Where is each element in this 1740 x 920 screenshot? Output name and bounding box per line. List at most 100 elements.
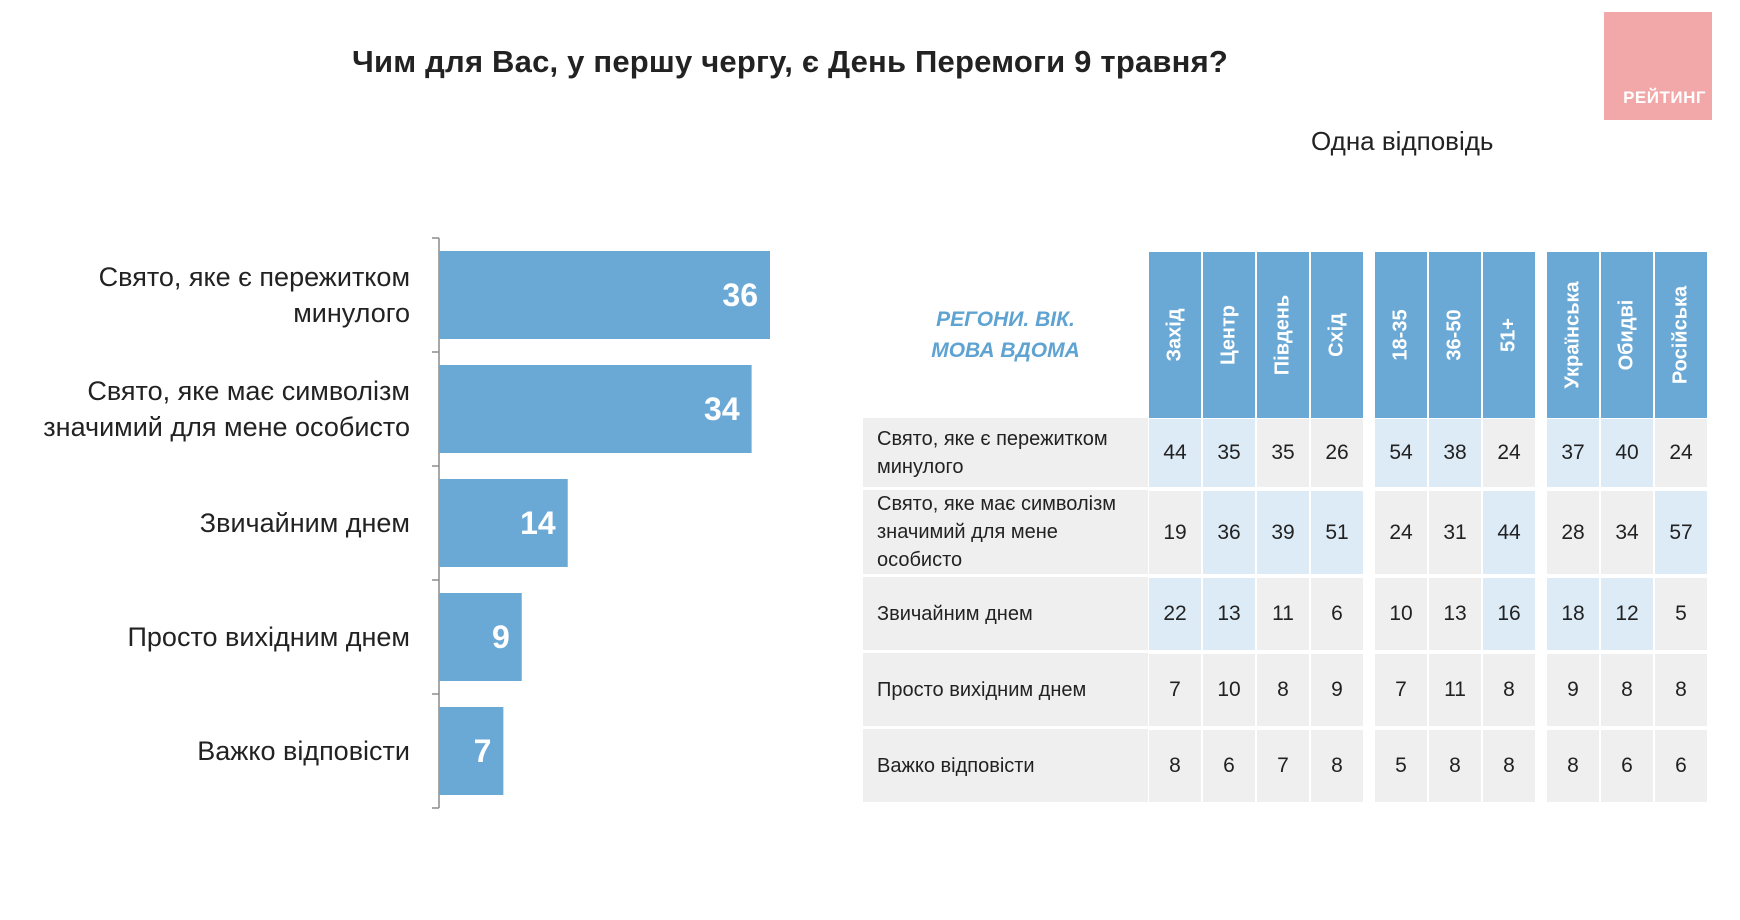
table-cell: 8 bbox=[1546, 729, 1600, 805]
table-cell: 8 bbox=[1310, 729, 1364, 805]
table-cell: 39 bbox=[1256, 490, 1310, 577]
column-header-label: Схід bbox=[1325, 313, 1348, 357]
category-label: Свято, яке є пережитком bbox=[99, 262, 410, 292]
column-header-label: Українська bbox=[1561, 281, 1584, 389]
table-cell: 8 bbox=[1256, 653, 1310, 729]
table-row: Свято, яке має символізм значимий для мен… bbox=[863, 490, 1708, 577]
table-cell: 38 bbox=[1428, 418, 1482, 490]
column-header: Схід bbox=[1310, 252, 1364, 418]
table-cell: 51 bbox=[1310, 490, 1364, 577]
row-label: Просто вихідним днем bbox=[863, 653, 1148, 729]
column-header: 51+ bbox=[1482, 252, 1536, 418]
table-cell: 9 bbox=[1310, 653, 1364, 729]
group-gap bbox=[1364, 252, 1374, 418]
category-label: Свято, яке має символізм bbox=[87, 376, 410, 406]
table-cell: 7 bbox=[1374, 653, 1428, 729]
bar bbox=[439, 707, 504, 795]
table-cell: 8 bbox=[1482, 653, 1536, 729]
table-cell: 44 bbox=[1482, 490, 1536, 577]
table-header-row: РЕГОНИ. ВІК. МОВА ВДОМА Захід Центр Південь С… bbox=[863, 252, 1708, 418]
column-header: Обидві bbox=[1600, 252, 1654, 418]
group-gap bbox=[1536, 418, 1546, 490]
table-cell: 9 bbox=[1546, 653, 1600, 729]
category-label: Просто вихідним днем bbox=[128, 622, 411, 652]
table-cell: 26 bbox=[1310, 418, 1364, 490]
table-cell: 6 bbox=[1202, 729, 1256, 805]
row-label: Звичайним днем bbox=[863, 577, 1148, 653]
table-cell: 8 bbox=[1148, 729, 1202, 805]
crosstab-table: РЕГОНИ. ВІК. МОВА ВДОМА Захід Центр Південь С… bbox=[863, 252, 1708, 805]
table-cell: 6 bbox=[1600, 729, 1654, 805]
table-cell: 24 bbox=[1482, 418, 1536, 490]
table-cell: 37 bbox=[1546, 418, 1600, 490]
table-cell: 11 bbox=[1256, 577, 1310, 653]
column-header-label: Центр bbox=[1217, 304, 1240, 366]
column-header-label: 51+ bbox=[1497, 318, 1520, 352]
rating-logo: РЕЙТИНГ bbox=[1604, 12, 1712, 120]
table-cell: 8 bbox=[1600, 653, 1654, 729]
table-cell: 24 bbox=[1374, 490, 1428, 577]
table-cell: 28 bbox=[1546, 490, 1600, 577]
table-cell: 40 bbox=[1600, 418, 1654, 490]
group-gap bbox=[1364, 418, 1374, 490]
group-gap bbox=[1536, 577, 1546, 653]
table-cell: 24 bbox=[1654, 418, 1708, 490]
bar-value-label: 7 bbox=[474, 733, 492, 769]
table-cell: 8 bbox=[1654, 653, 1708, 729]
column-header-label: Південь bbox=[1271, 294, 1294, 376]
group-gap bbox=[1536, 490, 1546, 577]
table-row: Важко відповісти 8 6 7 8 5 8 8 8 6 6 bbox=[863, 729, 1708, 805]
column-header-label: Захід bbox=[1163, 308, 1186, 362]
table-cell: 44 bbox=[1148, 418, 1202, 490]
table-cell: 13 bbox=[1428, 577, 1482, 653]
table-cell: 22 bbox=[1148, 577, 1202, 653]
table-cell: 7 bbox=[1256, 729, 1310, 805]
table-cell: 36 bbox=[1202, 490, 1256, 577]
category-label: минулого bbox=[293, 298, 410, 328]
column-header: Російська bbox=[1654, 252, 1708, 418]
table-cell: 7 bbox=[1148, 653, 1202, 729]
table-cell: 31 bbox=[1428, 490, 1482, 577]
group-gap bbox=[1536, 252, 1546, 418]
bar-value-label: 14 bbox=[520, 505, 556, 541]
horizontal-bar-chart: 36 Свято, яке є пережитком минулого 34 Свято… bbox=[43, 237, 770, 809]
group-gap bbox=[1536, 729, 1546, 805]
column-header-label: 18-35 bbox=[1389, 309, 1412, 361]
group-gap bbox=[1364, 490, 1374, 577]
table-row: Просто вихідним днем 7 10 8 9 7 11 8 9 8 8 bbox=[863, 653, 1708, 729]
table-cell: 12 bbox=[1600, 577, 1654, 653]
table-cell: 57 bbox=[1654, 490, 1708, 577]
column-header: Українська bbox=[1546, 252, 1600, 418]
category-label: значимий для мене особисто bbox=[43, 412, 410, 442]
table-cell: 5 bbox=[1374, 729, 1428, 805]
group-gap bbox=[1536, 653, 1546, 729]
table-cell: 6 bbox=[1310, 577, 1364, 653]
table-cell: 54 bbox=[1374, 418, 1428, 490]
answer-note: Одна відповідь bbox=[1311, 126, 1494, 156]
bar bbox=[439, 251, 770, 339]
column-header: 36-50 bbox=[1428, 252, 1482, 418]
table-cell: 8 bbox=[1428, 729, 1482, 805]
table-cell: 5 bbox=[1654, 577, 1708, 653]
table-row: Звичайним днем 22 13 11 6 10 13 16 18 12 5 bbox=[863, 577, 1708, 653]
bar bbox=[439, 593, 522, 681]
logo-text: РЕЙТИНГ bbox=[1623, 88, 1706, 107]
bar-value-label: 9 bbox=[492, 619, 510, 655]
table-cell: 8 bbox=[1482, 729, 1536, 805]
column-header: Захід bbox=[1148, 252, 1202, 418]
table-cell: 35 bbox=[1256, 418, 1310, 490]
column-header-label: Обидві bbox=[1615, 299, 1638, 371]
bar bbox=[439, 365, 752, 453]
table-cell: 18 bbox=[1546, 577, 1600, 653]
column-header-label: Російська bbox=[1669, 285, 1692, 385]
column-header: Центр bbox=[1202, 252, 1256, 418]
group-gap bbox=[1364, 577, 1374, 653]
table-cell: 10 bbox=[1202, 653, 1256, 729]
table-cell: 10 bbox=[1374, 577, 1428, 653]
column-header: 18-35 bbox=[1374, 252, 1428, 418]
table-cell: 34 bbox=[1600, 490, 1654, 577]
row-label: Важко відповісти bbox=[863, 729, 1148, 805]
table-corner-label: РЕГОНИ. ВІК. МОВА ВДОМА bbox=[931, 308, 1080, 362]
table-cell: 13 bbox=[1202, 577, 1256, 653]
table-cell: 35 bbox=[1202, 418, 1256, 490]
